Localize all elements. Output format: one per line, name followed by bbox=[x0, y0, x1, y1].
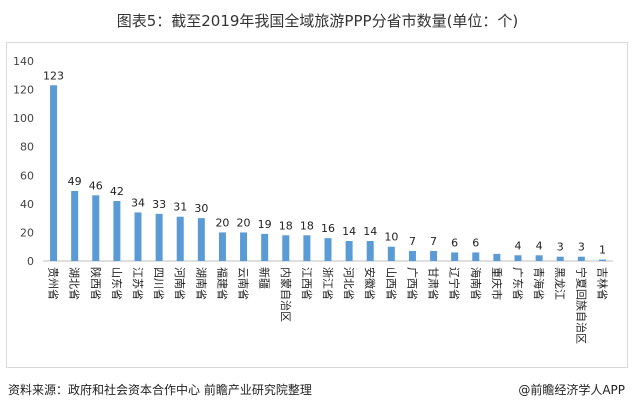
data-label: 19 bbox=[258, 218, 272, 231]
data-label: 3 bbox=[557, 241, 564, 254]
bar bbox=[50, 85, 58, 262]
y-tick-label: 80 bbox=[20, 141, 34, 154]
data-label: 18 bbox=[279, 219, 293, 232]
data-label: 42 bbox=[110, 185, 124, 198]
data-label: 7 bbox=[409, 235, 416, 248]
data-label: 20 bbox=[215, 216, 229, 229]
data-label: 4 bbox=[515, 239, 522, 252]
category-label: 福建省 bbox=[215, 267, 229, 300]
data-label: 4 bbox=[536, 239, 543, 252]
bar bbox=[577, 256, 585, 261]
category-label: 江西省 bbox=[300, 267, 313, 300]
bar bbox=[366, 241, 374, 261]
category-label: 甘肃省 bbox=[427, 267, 440, 300]
bar bbox=[514, 255, 522, 261]
category-label: 湖北省 bbox=[68, 267, 81, 300]
category-label: 广西省 bbox=[405, 267, 418, 300]
data-label: 46 bbox=[89, 179, 103, 192]
data-label: 20 bbox=[237, 216, 251, 229]
category-label: 安徽省 bbox=[363, 267, 377, 300]
data-label: 18 bbox=[300, 219, 314, 232]
category-label: 云南省 bbox=[237, 267, 250, 300]
bar bbox=[92, 195, 100, 261]
category-label: 河北省 bbox=[342, 267, 355, 300]
data-label: 6 bbox=[472, 236, 479, 249]
y-tick-label: 60 bbox=[20, 169, 34, 182]
data-label: 16 bbox=[321, 222, 335, 235]
category-label: 黑龙江 bbox=[553, 267, 566, 300]
brand-credit: @前瞻经济学人APP bbox=[518, 383, 625, 397]
bar bbox=[240, 232, 248, 261]
bar bbox=[345, 241, 353, 261]
bar bbox=[451, 252, 459, 261]
bar bbox=[71, 191, 79, 261]
bar bbox=[493, 253, 501, 261]
y-tick-label: 100 bbox=[13, 112, 34, 125]
category-label: 宁夏回族自治区 bbox=[574, 267, 588, 344]
y-tick-label: 140 bbox=[13, 55, 34, 68]
bar bbox=[408, 251, 416, 261]
y-tick-label: 20 bbox=[20, 226, 34, 239]
source-note: 资料来源：政府和社会资本合作中心 前瞻产业研究院整理 bbox=[8, 383, 312, 397]
category-label: 湖南省 bbox=[194, 267, 207, 300]
data-label: 34 bbox=[131, 196, 145, 209]
y-tick-label: 40 bbox=[20, 198, 34, 211]
bar bbox=[155, 213, 163, 261]
data-label: 3 bbox=[578, 241, 585, 254]
category-label: 江苏省 bbox=[131, 267, 144, 300]
bar bbox=[197, 218, 205, 261]
category-label: 河南省 bbox=[173, 267, 186, 300]
category-label: 重庆市 bbox=[490, 267, 504, 300]
bar bbox=[430, 251, 438, 261]
data-label: 31 bbox=[173, 201, 187, 214]
category-label: 四川省 bbox=[152, 267, 165, 300]
category-label: 新疆 bbox=[258, 267, 272, 289]
data-label: 10 bbox=[384, 231, 398, 244]
category-label: 广东省 bbox=[511, 267, 524, 300]
chart-title: 图表5：截至2019年我国全域旅游PPP分省市数量(单位：个) bbox=[116, 12, 519, 30]
data-label: 33 bbox=[152, 198, 166, 211]
bar bbox=[303, 235, 311, 261]
y-tick-label: 120 bbox=[13, 84, 34, 97]
data-label: 6 bbox=[451, 236, 458, 249]
bar bbox=[324, 238, 332, 261]
category-label: 海南省 bbox=[469, 267, 483, 300]
bar bbox=[261, 233, 269, 261]
bar bbox=[113, 201, 121, 261]
category-label: 内蒙自治区 bbox=[279, 267, 293, 322]
bar bbox=[535, 255, 543, 261]
data-label: 14 bbox=[342, 225, 356, 238]
category-label: 山西省 bbox=[384, 267, 397, 300]
category-label: 青海省 bbox=[532, 267, 546, 300]
chart-frame bbox=[6, 42, 628, 368]
bar bbox=[282, 235, 290, 261]
bar bbox=[387, 246, 395, 261]
bar bbox=[176, 216, 184, 261]
data-label: 30 bbox=[194, 202, 208, 215]
category-label: 山东省 bbox=[110, 267, 123, 300]
data-label: 1 bbox=[599, 244, 606, 257]
data-label: 123 bbox=[43, 69, 64, 82]
data-label: 14 bbox=[363, 225, 377, 238]
bar bbox=[134, 212, 142, 261]
bar bbox=[218, 232, 226, 261]
data-label: 7 bbox=[430, 235, 437, 248]
bar bbox=[598, 259, 606, 261]
category-label: 吉林省 bbox=[595, 267, 609, 300]
category-label: 辽宁省 bbox=[448, 267, 462, 300]
category-label: 贵州省 bbox=[47, 267, 60, 300]
category-label: 浙江省 bbox=[321, 267, 334, 300]
data-label: 49 bbox=[68, 175, 82, 188]
category-label: 陕西省 bbox=[89, 267, 103, 300]
bar bbox=[556, 256, 564, 261]
y-tick-label: 0 bbox=[27, 255, 34, 268]
bar bbox=[472, 252, 480, 261]
